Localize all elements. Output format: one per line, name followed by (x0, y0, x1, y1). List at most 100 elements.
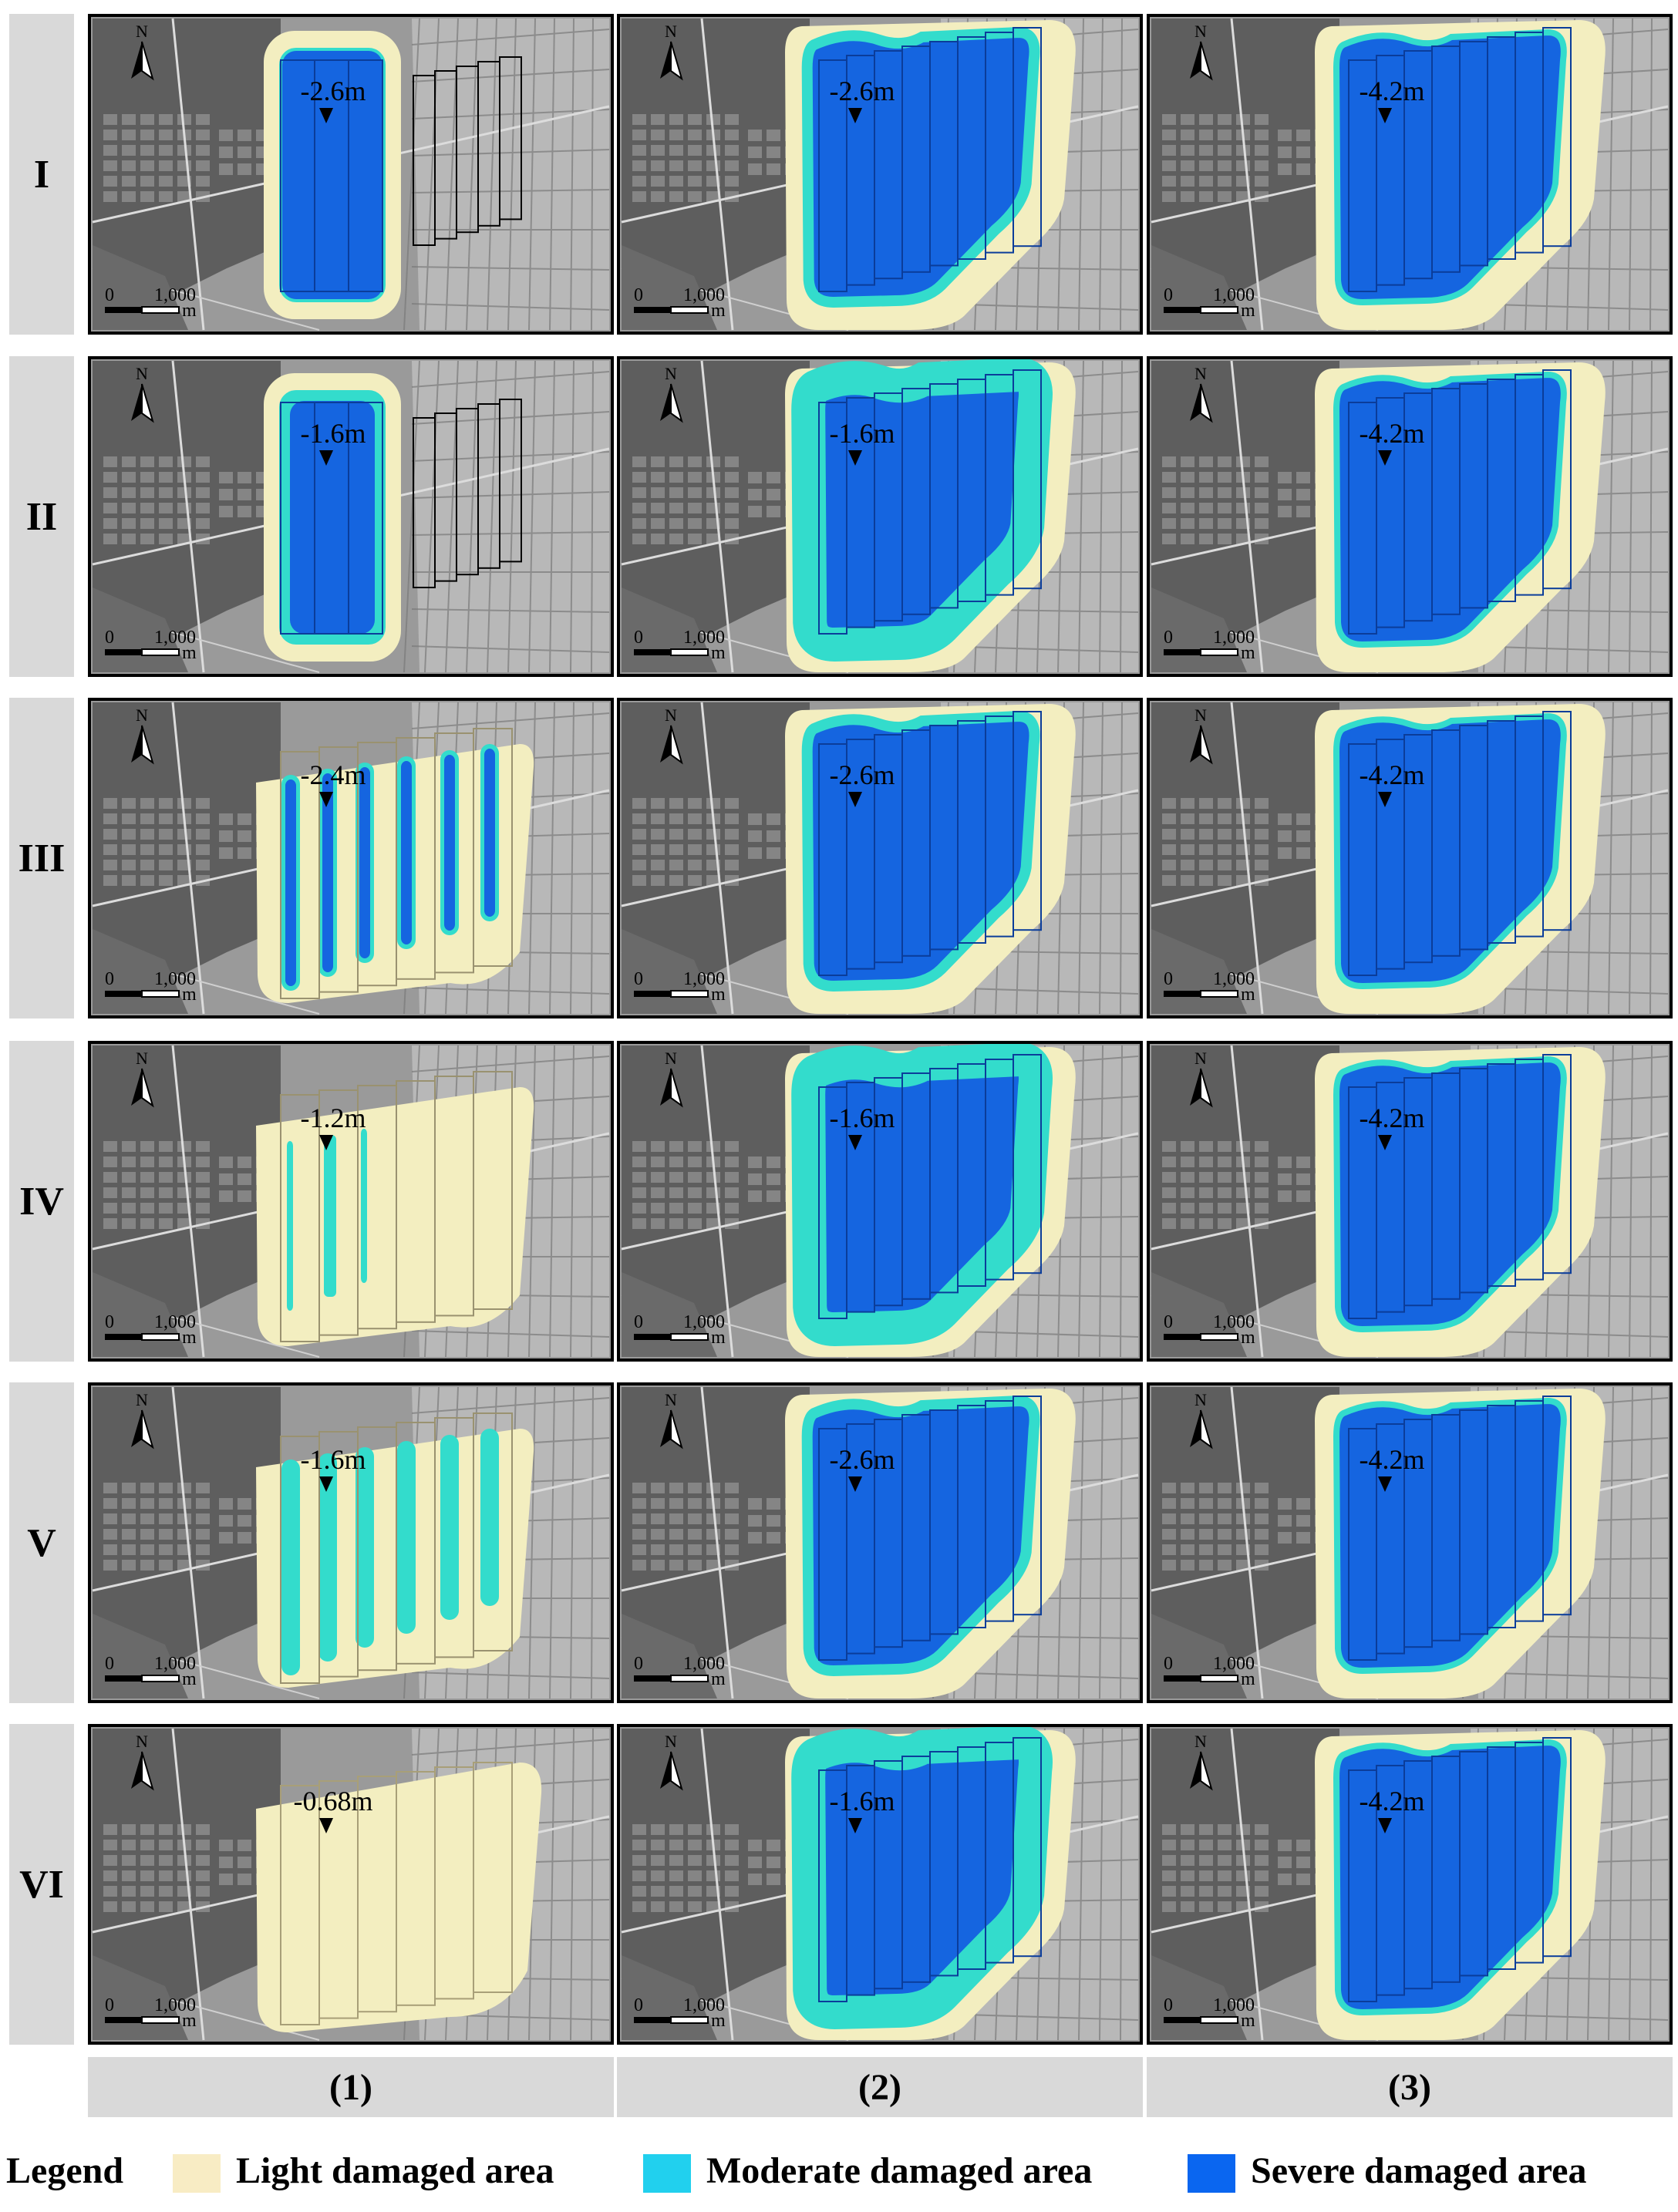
north-label: N (665, 1390, 677, 1409)
scale-unit: m (711, 985, 726, 1005)
scale-unit: m (182, 985, 197, 1005)
row-label-i: I (9, 14, 74, 335)
map-panel-v-1: N 0 1,000 m -1.6m (88, 1382, 614, 1703)
legend-label-severe: Severe damaged area (1251, 2150, 1587, 2191)
scale-zero: 0 (105, 969, 114, 989)
scale-unit: m (182, 2011, 197, 2031)
scale-zero: 0 (105, 285, 114, 305)
subsidence-marker-icon (1378, 792, 1392, 807)
scale-value: 1,000 (154, 969, 196, 989)
map-panel-v-3: N 0 1,000 m -4.2m (1147, 1382, 1673, 1703)
north-label: N (136, 22, 148, 41)
subsidence-marker-icon (319, 108, 333, 123)
scale-value: 1,000 (154, 1654, 196, 1674)
scale-unit: m (182, 1669, 197, 1689)
legend-swatch-moderate (643, 2154, 691, 2193)
max-subsidence-label: -4.2m (1360, 1444, 1425, 1475)
column-label-1: (1) (88, 2057, 614, 2117)
max-subsidence-label: -2.6m (830, 76, 895, 106)
scale-zero: 0 (1164, 1312, 1173, 1332)
north-arrow-icon (1190, 1069, 1201, 1106)
subsidence-marker-icon (319, 792, 333, 807)
scale-value: 1,000 (1213, 628, 1255, 648)
max-subsidence-label: -1.6m (301, 418, 366, 449)
scale-unit: m (182, 643, 197, 663)
max-subsidence-label: -1.6m (830, 1103, 895, 1133)
row-label-v: V (9, 1382, 74, 1703)
scale-unit: m (711, 643, 726, 663)
scale-unit: m (1241, 301, 1255, 321)
north-arrow-icon (1190, 726, 1201, 763)
legend-swatch-severe (1188, 2154, 1235, 2193)
map-panel-vi-2: N 0 1,000 m -1.6m (617, 1724, 1143, 2045)
map-panel-iii-3: N 0 1,000 m -4.2m (1147, 698, 1673, 1018)
max-subsidence-label: -1.6m (301, 1444, 366, 1475)
scale-value: 1,000 (683, 628, 725, 648)
max-subsidence-label: -4.2m (1360, 418, 1425, 449)
row-label-vi: VI (9, 1724, 74, 2045)
scale-value: 1,000 (1213, 1654, 1255, 1674)
north-label: N (665, 1049, 677, 1068)
scale-value: 1,000 (683, 285, 725, 305)
north-arrow-icon (660, 1410, 671, 1447)
legend-label-light: Light damaged area (236, 2150, 554, 2191)
scale-zero: 0 (1164, 285, 1173, 305)
north-arrow-icon (660, 1069, 671, 1106)
north-arrow-icon (1190, 42, 1201, 79)
scale-unit: m (1241, 643, 1255, 663)
north-arrow-icon (1190, 1752, 1201, 1789)
north-arrow-icon (1190, 384, 1201, 421)
scale-zero: 0 (1164, 628, 1173, 648)
max-subsidence-label: -2.6m (830, 1444, 895, 1475)
north-label: N (665, 705, 677, 725)
max-subsidence-label: -4.2m (1360, 76, 1425, 106)
map-panel-iv-2: N 0 1,000 m -1.6m (617, 1041, 1143, 1362)
subsidence-marker-icon (319, 1476, 333, 1492)
map-panel-ii-1: N 0 1,000 m -1.6m (88, 356, 614, 677)
north-label: N (136, 1049, 148, 1068)
legend-swatch-light (173, 2154, 221, 2193)
scale-zero: 0 (105, 1312, 114, 1332)
north-arrow-icon (660, 42, 671, 79)
map-panel-ii-2: N 0 1,000 m -1.6m (617, 356, 1143, 677)
scale-zero: 0 (634, 969, 643, 989)
subsidence-marker-icon (848, 450, 862, 466)
row-label-ii: II (9, 356, 74, 677)
scale-value: 1,000 (1213, 969, 1255, 989)
north-label: N (1194, 1732, 1207, 1751)
scale-zero: 0 (1164, 1654, 1173, 1674)
map-panel-vi-3: N 0 1,000 m -4.2m (1147, 1724, 1673, 2045)
north-label: N (1194, 1049, 1207, 1068)
north-label: N (1194, 705, 1207, 725)
scale-unit: m (711, 2011, 726, 2031)
subsidence-marker-icon (1378, 1135, 1392, 1150)
map-panel-iv-1: N 0 1,000 m -1.2m (88, 1041, 614, 1362)
max-subsidence-label: -2.6m (301, 76, 366, 106)
max-subsidence-label: -2.6m (830, 759, 895, 790)
subsidence-marker-icon (319, 450, 333, 466)
scale-value: 1,000 (154, 1995, 196, 2015)
scale-zero: 0 (1164, 1995, 1173, 2015)
scale-value: 1,000 (154, 1312, 196, 1332)
max-subsidence-label: -2.4m (301, 759, 366, 790)
subsidence-marker-icon (848, 1818, 862, 1833)
map-panel-iii-1: N 0 1,000 m -2.4m (88, 698, 614, 1018)
map-panel-v-2: N 0 1,000 m -2.6m (617, 1382, 1143, 1703)
north-label: N (665, 1732, 677, 1751)
max-subsidence-label: -1.6m (830, 418, 895, 449)
north-label: N (1194, 364, 1207, 383)
north-arrow-icon (131, 1752, 142, 1789)
map-panel-iii-2: N 0 1,000 m -2.6m (617, 698, 1143, 1018)
subsidence-marker-icon (848, 1135, 862, 1150)
scale-zero: 0 (105, 1995, 114, 2015)
subsidence-marker-icon (848, 108, 862, 123)
north-label: N (136, 705, 148, 725)
scale-zero: 0 (105, 628, 114, 648)
scale-zero: 0 (634, 628, 643, 648)
scale-value: 1,000 (1213, 1312, 1255, 1332)
subsidence-marker-icon (1378, 108, 1392, 123)
scale-unit: m (711, 1669, 726, 1689)
scale-value: 1,000 (683, 1654, 725, 1674)
subsidence-marker-icon (1378, 450, 1392, 466)
column-label-3: (3) (1147, 2057, 1673, 2117)
